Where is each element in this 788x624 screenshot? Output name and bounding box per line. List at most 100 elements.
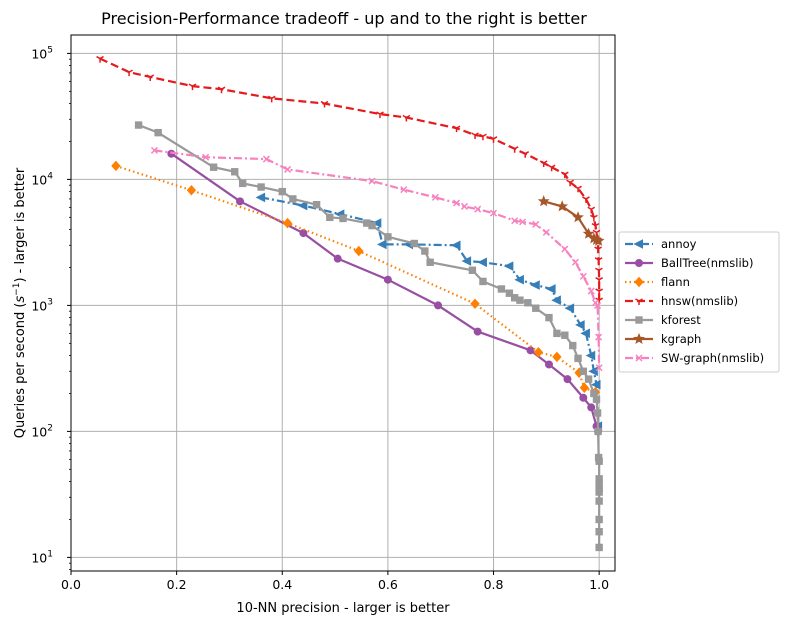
series-kgraph: [537, 195, 605, 246]
x-tick-label: 0.6: [378, 577, 398, 592]
data-point: [410, 239, 419, 248]
legend-marker: [633, 239, 643, 249]
data-point: [524, 299, 532, 307]
data-point: [574, 354, 582, 363]
data-point: [474, 205, 482, 213]
data-point: [262, 155, 270, 163]
data-point: [489, 209, 498, 217]
legend-item: kforest: [625, 313, 701, 327]
data-point: [312, 200, 321, 209]
data-point: [587, 206, 596, 214]
data-point: [564, 303, 575, 314]
data-point: [510, 146, 519, 153]
data-point: [479, 133, 487, 141]
data-point: [299, 229, 308, 238]
legend-item: flann: [625, 275, 690, 289]
data-point: [402, 114, 411, 122]
data-point: [431, 193, 439, 201]
data-point: [532, 304, 540, 312]
data-point: [587, 403, 596, 412]
data-point: [473, 327, 482, 336]
x-tick-label: 0.8: [484, 577, 504, 592]
data-point: [238, 179, 247, 188]
data-point: [452, 125, 461, 133]
data-point: [505, 289, 514, 297]
data-point: [595, 488, 603, 496]
data-point: [96, 55, 104, 63]
legend-marker: [634, 276, 644, 288]
data-point: [461, 256, 472, 266]
series-hnsw-nmslib: [96, 55, 604, 305]
data-point: [521, 151, 530, 158]
data-point: [503, 261, 514, 271]
data-point: [533, 346, 544, 358]
data-point: [595, 543, 603, 552]
legend-marker: [635, 354, 643, 362]
data-point: [572, 211, 584, 223]
series-sw-graph-nmslib: [150, 146, 603, 372]
legend-label: BallTree(nmslib): [661, 256, 753, 270]
x-tick-label: 0.2: [167, 577, 187, 592]
data-point: [497, 285, 506, 293]
data-point: [595, 277, 604, 284]
data-point: [326, 213, 334, 222]
data-point: [354, 245, 364, 257]
data-point: [587, 287, 595, 295]
legend: annoy BallTree(nmslib) flann hnsw(nmslib) kf…: [618, 231, 780, 373]
series-kforest: [134, 121, 603, 552]
data-point: [282, 217, 293, 229]
data-point: [460, 202, 469, 210]
data-point: [186, 185, 197, 196]
data-point: [560, 171, 569, 179]
x-tick-label: 0.4: [272, 577, 292, 592]
data-point: [575, 320, 585, 330]
data-point: [574, 185, 582, 193]
data-point: [383, 275, 392, 284]
data-point: [594, 427, 602, 436]
data-point: [595, 364, 603, 372]
data-point: [595, 497, 603, 505]
data-point: [561, 331, 569, 339]
data-point: [595, 515, 603, 524]
data-point: [588, 366, 598, 377]
y-axis-label: Queries per second (s−1) - larger is bet…: [12, 167, 28, 438]
data-point: [563, 375, 572, 384]
data-point: [594, 246, 602, 254]
data-point: [584, 375, 593, 383]
data-point: [376, 111, 384, 119]
legend-marker: [633, 332, 645, 344]
legend-box: [618, 231, 780, 373]
data-point: [579, 367, 588, 375]
data-point: [593, 409, 602, 417]
data-point: [368, 177, 376, 185]
data-point: [552, 351, 562, 363]
data-point: [542, 228, 550, 236]
series-line: [99, 57, 601, 301]
data-point: [202, 153, 210, 161]
x-tick-label: 0.0: [61, 577, 81, 592]
data-point: [551, 295, 561, 306]
legend-item: SW-graph(nmslib): [625, 351, 764, 365]
data-point: [426, 258, 434, 266]
data-point: [594, 257, 603, 264]
data-point: [470, 298, 480, 310]
data-point: [255, 192, 266, 203]
data-point: [477, 257, 487, 268]
data-point: [579, 272, 587, 280]
data-point: [421, 247, 429, 255]
data-point: [592, 395, 601, 403]
data-point: [561, 245, 569, 253]
data-point: [595, 333, 603, 341]
data-point: [545, 313, 553, 322]
data-point: [579, 382, 590, 394]
data-point: [384, 233, 392, 241]
legend-item: annoy: [625, 237, 697, 251]
data-point: [511, 217, 519, 225]
legend-item: kgraph: [625, 332, 701, 346]
data-point: [289, 195, 297, 203]
data-point: [267, 95, 276, 103]
data-point: [592, 234, 605, 246]
data-point: [553, 329, 561, 338]
data-point: [297, 200, 308, 211]
